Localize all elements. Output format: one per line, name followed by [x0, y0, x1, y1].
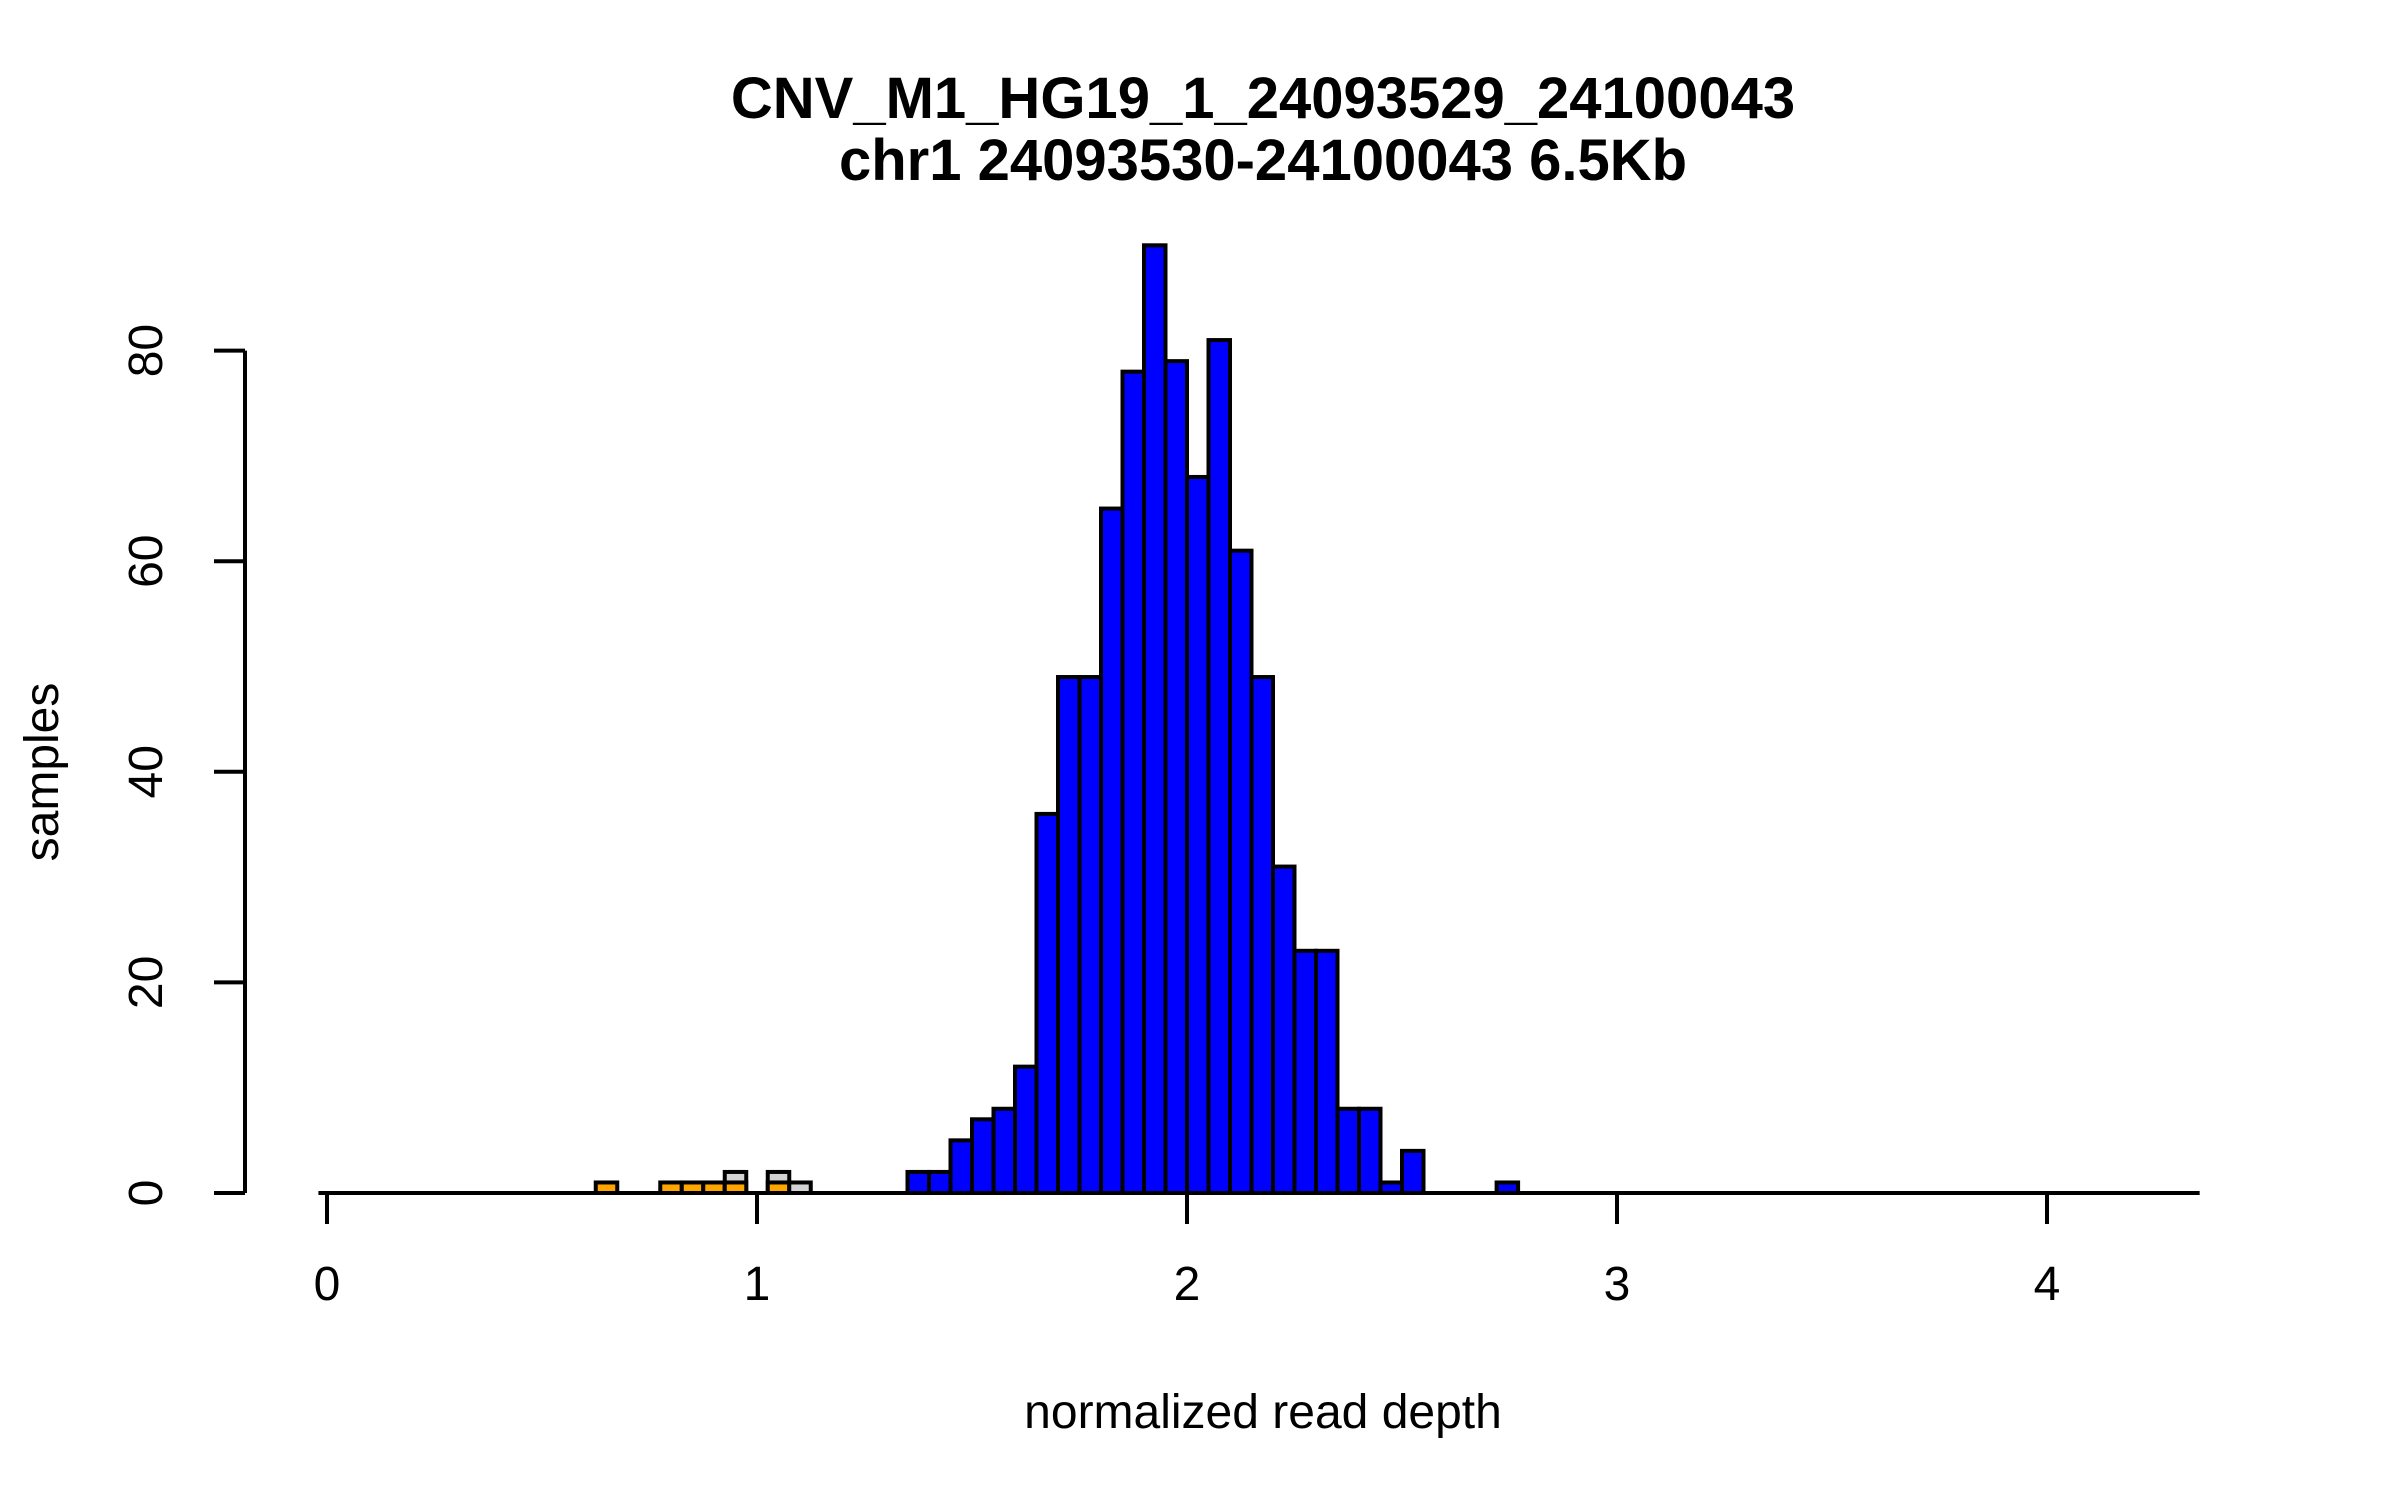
histogram-bar-blue: [1099, 506, 1125, 1195]
histogram-bar-blue: [1249, 675, 1275, 1195]
x-tick-label: 4: [2034, 1258, 2061, 1311]
histogram-bar-blue: [948, 1138, 974, 1195]
x-axis-title: normalized read depth: [1024, 1386, 1502, 1439]
y-tick-label: 60: [120, 535, 173, 588]
histogram-bar-blue: [927, 1169, 953, 1195]
histogram-bar-blue: [991, 1106, 1017, 1196]
x-tick-label: 2: [1174, 1258, 1201, 1311]
x-tick-label: 0: [314, 1258, 341, 1311]
histogram-bar-blue: [1120, 369, 1146, 1196]
histogram-bar-blue: [1228, 548, 1254, 1195]
histogram-bar-blue: [1013, 1064, 1039, 1196]
histogram-bar-blue: [1292, 948, 1318, 1195]
histogram-bar-blue: [1056, 675, 1082, 1195]
histogram-bar-blue: [1206, 338, 1232, 1195]
histogram-bar-blue: [1335, 1106, 1361, 1196]
chart-subtitle: chr1 24093530-24100043 6.5Kb: [839, 128, 1687, 193]
histogram-bar-blue: [1314, 948, 1340, 1195]
histogram-bar-blue: [1077, 675, 1103, 1195]
y-tick-label: 80: [120, 324, 173, 377]
chart-title: CNV_M1_HG19_1_24093529_24100043: [731, 66, 1795, 131]
x-tick-label: 1: [744, 1258, 771, 1311]
y-tick-label: 20: [120, 956, 173, 1009]
histogram-bar-blue: [1357, 1106, 1383, 1196]
y-axis-title: samples: [16, 683, 69, 862]
histogram-bar-blue: [1034, 811, 1060, 1195]
histogram-bar-blue: [1271, 864, 1297, 1195]
histogram-bar-blue: [1163, 359, 1189, 1195]
y-tick-label: 0: [120, 1180, 173, 1207]
x-tick-label: 3: [1604, 1258, 1631, 1311]
histogram-bar-blue: [970, 1117, 996, 1196]
histogram-bar-blue: [1400, 1148, 1426, 1196]
x-axis: 0 1 2 3 4: [314, 1191, 2200, 1311]
y-tick-label: 40: [120, 745, 173, 798]
y-axis: 0 20 40 60 80: [120, 324, 247, 1207]
histogram-bar-blue: [905, 1169, 931, 1195]
histogram-bar-blue: [1185, 474, 1211, 1195]
histogram-bar-blue: [1142, 243, 1168, 1196]
